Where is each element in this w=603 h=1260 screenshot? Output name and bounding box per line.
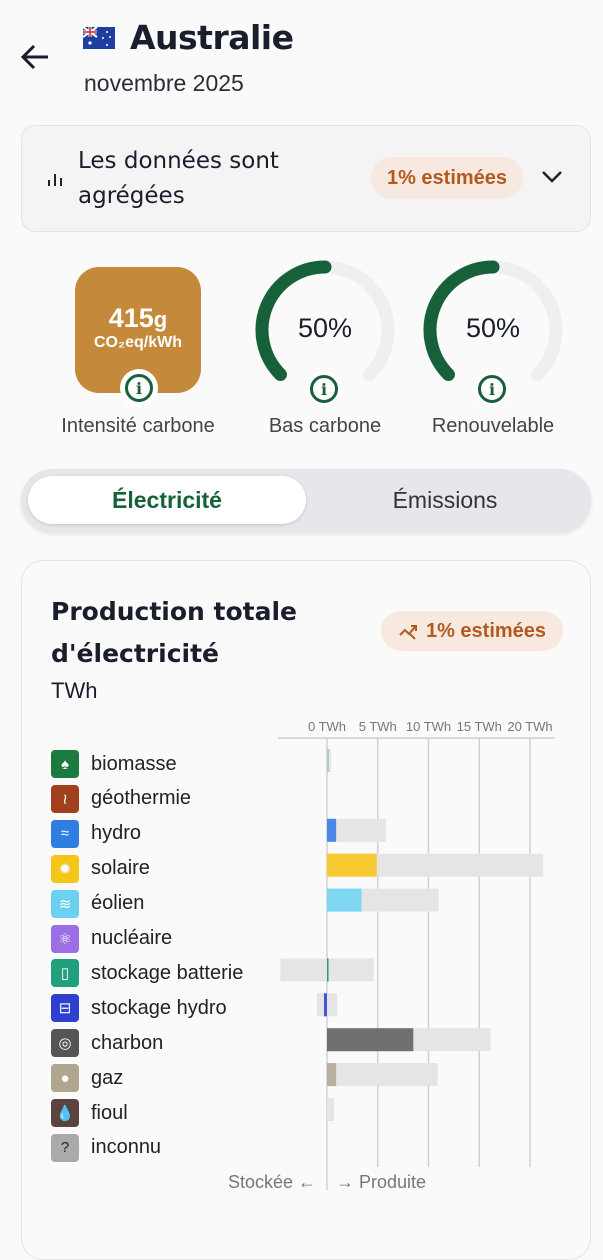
info-icon[interactable]: i <box>474 371 510 407</box>
production-unit: TWh <box>51 678 98 703</box>
aggregation-text: Les données sont agrégées <box>78 148 279 209</box>
view-toggle: Électricité Émissions <box>21 469 591 532</box>
legend-item: ≋ éolien <box>51 889 145 918</box>
legend-label: nucléaire <box>91 927 173 949</box>
tab-electricite[interactable]: Électricité <box>28 476 306 524</box>
capacity-bar <box>327 853 544 877</box>
legend-item: ≈ hydro <box>51 819 142 848</box>
trend-icon <box>399 625 417 640</box>
legend-item: ♠ biomasse <box>51 750 177 778</box>
tick-label: 15 TWh <box>457 719 502 734</box>
legend-label: stockage hydro <box>91 996 227 1019</box>
production-bar <box>327 749 330 772</box>
tick-label: 5 TWh <box>359 719 397 734</box>
legend-label: charbon <box>91 1031 164 1054</box>
production-bar <box>327 818 337 842</box>
renewable-gauge <box>423 260 563 382</box>
oil-drop-icon: 💧 <box>51 1099 79 1127</box>
legend-item: 💧 fioul <box>51 1099 128 1127</box>
carbon-intensity-label: Intensité carbone <box>61 415 215 437</box>
tick-label: 20 TWh <box>507 719 552 734</box>
battery-icon: ▯ <box>51 959 79 988</box>
info-icon[interactable]: i <box>306 371 342 407</box>
legend-label: géothermie <box>91 787 192 810</box>
carbon-intensity-unit: g <box>153 307 168 332</box>
back-arrow-icon[interactable] <box>18 40 52 74</box>
legend-item: ✹ solaire <box>51 854 150 883</box>
legend-label: stockage batterie <box>91 961 244 984</box>
stored-label: Stockée ← <box>228 1172 316 1192</box>
legend-label: fioul <box>91 1101 128 1124</box>
aggregation-panel[interactable]: Les données sont agrégées 1% estimées <box>21 125 591 232</box>
coal-icon: ◎ <box>51 1029 79 1058</box>
carbon-intensity-unit2: CO₂eq/kWh <box>94 334 182 351</box>
gas-flame-icon: ● <box>51 1064 79 1093</box>
produced-label: → Produite <box>336 1172 426 1192</box>
production-card: Production totale d'électricité TWh 1% e… <box>21 560 591 1260</box>
legend-item: ⚛ nucléaire <box>51 924 173 953</box>
low-carbon-label: Bas carbone <box>268 415 382 437</box>
legend-label: solaire <box>91 857 150 880</box>
low-carbon-gauge <box>255 260 395 382</box>
renewable-value: 50% <box>465 313 521 343</box>
low-carbon-value: 50% <box>297 313 353 343</box>
question-icon: ? <box>51 1133 79 1162</box>
legend-item: ▯ stockage batterie <box>51 959 244 988</box>
production-estimated-badge: 1% estimées <box>425 619 547 642</box>
tick-label: 10 TWh <box>406 719 451 734</box>
water-waves-icon: ≈ <box>51 819 79 848</box>
production-bar <box>327 1028 414 1052</box>
heat-waves-icon: ≀ <box>51 784 79 813</box>
legend-item: ⊟ stockage hydro <box>51 994 227 1023</box>
australia-flag-icon <box>83 27 115 49</box>
legend-item: ◎ charbon <box>51 1029 164 1058</box>
legend-label: hydro <box>91 822 142 845</box>
period-label: novembre 2025 <box>84 70 244 96</box>
production-bar-chart: 0 TWh 5 TWh 10 TWh 15 TWh 20 TWh Stockée ← → P… <box>228 719 555 1192</box>
production-bar <box>327 1063 337 1087</box>
capacity-bar <box>327 1098 335 1121</box>
page-title: Australie <box>130 18 294 57</box>
renewable-label: Renouvelable <box>431 415 555 437</box>
legend-label: inconnu <box>91 1136 162 1159</box>
chevron-down-icon[interactable] <box>540 168 564 186</box>
legend-item: ≀ géothermie <box>51 784 192 813</box>
bar-chart-icon <box>48 174 62 186</box>
wind-icon: ≋ <box>51 889 79 918</box>
legend-item: ● gaz <box>51 1064 124 1093</box>
production-bar <box>323 993 327 1017</box>
estimated-badge: 1% estimées <box>371 157 523 199</box>
legend-label: gaz <box>91 1066 124 1089</box>
tick-label: 0 TWh <box>308 719 346 734</box>
sprout-icon: ♠ <box>51 750 79 778</box>
gauge-fill <box>255 260 332 382</box>
sun-icon: ✹ <box>51 854 79 883</box>
legend-item: ? inconnu <box>51 1133 162 1162</box>
production-bar <box>327 888 362 912</box>
legend-label: éolien <box>91 892 145 915</box>
production-bar <box>327 853 377 877</box>
atom-icon: ⚛ <box>51 924 79 953</box>
capacity-bar <box>327 1063 438 1087</box>
production-title: Production totale d'électricité <box>51 597 298 668</box>
legend-label: biomasse <box>91 752 177 775</box>
gauge-fill <box>423 260 500 382</box>
carbon-intensity-value: 415 <box>108 303 154 333</box>
capacity-bar <box>327 818 386 842</box>
info-icon[interactable]: i <box>120 369 158 407</box>
tab-emissions[interactable]: Émissions <box>392 486 498 513</box>
production-bar <box>327 958 329 982</box>
dam-icon: ⊟ <box>51 994 79 1023</box>
